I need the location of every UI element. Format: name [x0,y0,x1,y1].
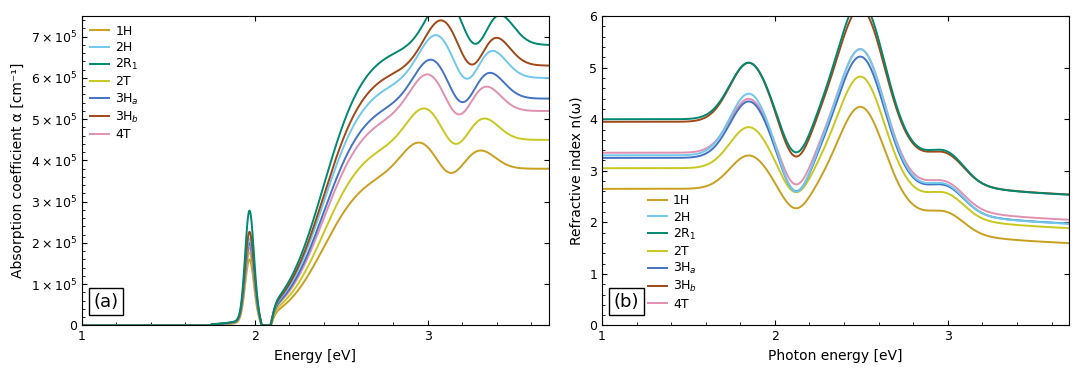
X-axis label: Photon energy [eV]: Photon energy [eV] [768,349,903,363]
X-axis label: Energy [eV]: Energy [eV] [274,349,356,363]
Legend: 1H, 2H, 2R$_1$, 2T, 3H$_a$, 3H$_b$, 4T: 1H, 2H, 2R$_1$, 2T, 3H$_a$, 3H$_b$, 4T [643,190,702,316]
Text: (b): (b) [613,293,639,311]
Y-axis label: Absorption coefficient α [cm⁻¹]: Absorption coefficient α [cm⁻¹] [11,63,25,279]
Text: (a): (a) [93,293,119,311]
Legend: 1H, 2H, 2R$_1$, 2T, 3H$_a$, 3H$_b$, 4T: 1H, 2H, 2R$_1$, 2T, 3H$_a$, 3H$_b$, 4T [85,20,145,146]
Y-axis label: Refractive index n(ω): Refractive index n(ω) [569,96,583,245]
